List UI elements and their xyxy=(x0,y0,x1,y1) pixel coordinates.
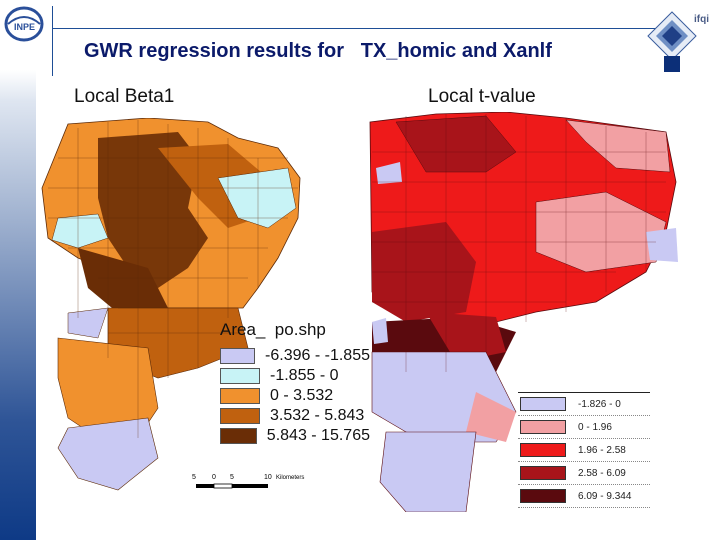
tvalue-legend-row: 0 - 1.96 xyxy=(518,416,650,439)
inpe-logo: INPE xyxy=(4,6,44,42)
tvalue-legend-row: 1.96 - 2.58 xyxy=(518,439,650,462)
logo-text: INPE xyxy=(14,22,35,32)
beta-legend-title: Area_ po.shp xyxy=(220,320,326,339)
left-gradient-bar xyxy=(0,0,36,540)
beta-legend-row: 3.532 - 5.843 xyxy=(220,406,370,426)
scale-tick: 5 xyxy=(192,474,196,481)
slide-title: GWR regression results for TX_homic and … xyxy=(84,40,552,62)
legend-swatch xyxy=(520,466,566,480)
legend-label: -1.826 - 0 xyxy=(578,398,621,410)
tvalue-legend: -1.826 - 0 0 - 1.96 1.96 - 2.58 2.58 - 6… xyxy=(518,392,650,508)
beta-legend: Area_ po.shp -6.396 - -1.855 -1.855 - 0 … xyxy=(220,320,370,446)
legend-swatch xyxy=(220,408,260,424)
left-map-title: Local Beta1 xyxy=(74,86,175,107)
legend-label: 5.843 - 15.765 xyxy=(266,427,370,444)
legend-label: 6.09 - 9.344 xyxy=(578,490,632,502)
legend-label: 3.532 - 5.843 xyxy=(270,407,365,424)
corner-cube-icon xyxy=(647,11,697,72)
beta-legend-row: 5.843 - 15.765 xyxy=(220,426,370,446)
legend-label: -1.855 - 0 xyxy=(270,367,339,384)
legend-label: -6.396 - -1.855 xyxy=(265,347,370,364)
tvalue-legend-row: 2.58 - 6.09 xyxy=(518,462,650,485)
beta-legend-row: -6.396 - -1.855 xyxy=(220,346,370,366)
tvalue-legend-row: 6.09 - 9.344 xyxy=(518,485,650,508)
right-map-title: Local t-value xyxy=(428,86,536,107)
legend-swatch xyxy=(520,443,566,457)
scale-tick: 0 xyxy=(212,474,216,481)
header-vertical-rule xyxy=(52,6,53,76)
scale-tick: 10 xyxy=(264,474,272,481)
legend-swatch xyxy=(220,368,260,384)
scale-unit: Kilometers xyxy=(276,475,304,481)
tvalue-map xyxy=(369,112,678,512)
legend-swatch xyxy=(520,489,566,503)
legend-label: 1.96 - 2.58 xyxy=(578,444,626,456)
legend-swatch xyxy=(220,388,260,404)
header-horizontal-rule xyxy=(52,28,682,29)
brand-text: ifqi xyxy=(694,14,709,25)
scale-bar: 5 0 5 10 Kilometers xyxy=(192,474,304,489)
legend-swatch xyxy=(220,348,256,364)
legend-label: 0 - 1.96 xyxy=(578,421,612,433)
beta-map xyxy=(41,118,301,491)
beta-legend-row: 0 - 3.532 xyxy=(220,386,370,406)
legend-swatch xyxy=(520,397,566,411)
beta-legend-row: -1.855 - 0 xyxy=(220,366,370,386)
scale-tick: 5 xyxy=(230,474,234,481)
legend-label: 2.58 - 6.09 xyxy=(578,467,626,479)
legend-label: 0 - 3.532 xyxy=(270,387,334,404)
legend-swatch xyxy=(520,420,566,434)
legend-swatch xyxy=(220,428,257,444)
tvalue-legend-row: -1.826 - 0 xyxy=(518,393,650,416)
